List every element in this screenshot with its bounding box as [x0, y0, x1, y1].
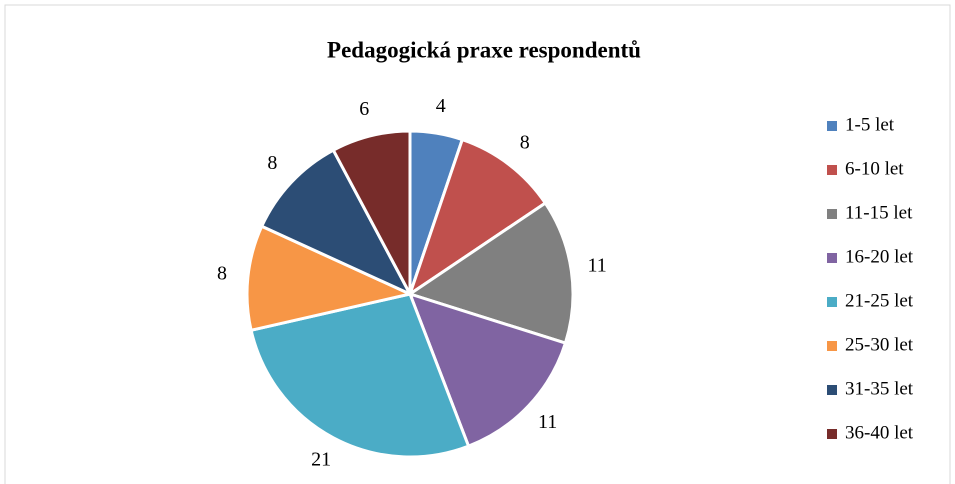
legend-swatch — [827, 341, 837, 351]
pie-slice — [407, 137, 548, 298]
pie-slice — [331, 129, 412, 295]
pie-slice — [259, 148, 414, 298]
legend-label: 21-25 let — [845, 290, 914, 311]
legend-swatch — [827, 429, 837, 439]
data-label: 8 — [217, 262, 227, 284]
legend-label: 11-15 let — [845, 202, 913, 223]
legend-label: 31-35 let — [845, 378, 914, 399]
legend-label: 36-40 let — [845, 422, 914, 443]
legend-label: 16-20 let — [845, 246, 914, 267]
chart-title: Pedagogická praxe respondentů — [327, 37, 641, 62]
legend-label: 6-10 let — [845, 158, 904, 179]
legend-swatch — [827, 209, 837, 219]
data-label: 8 — [267, 152, 277, 174]
legend-swatch — [827, 253, 837, 263]
data-label: 4 — [436, 95, 446, 117]
legend-swatch — [827, 385, 837, 395]
data-label: 21 — [311, 448, 331, 470]
legend-swatch — [827, 297, 837, 307]
pie-slice — [245, 224, 415, 333]
pie-slice — [249, 292, 471, 459]
pie-slice — [406, 201, 575, 345]
data-label: 6 — [359, 98, 369, 120]
pie-slice — [407, 291, 568, 449]
legend-swatch — [827, 121, 837, 131]
data-label: 11 — [538, 411, 557, 433]
legend-swatch — [827, 165, 837, 175]
data-label: 11 — [587, 255, 606, 277]
legend-label: 25-30 let — [845, 334, 914, 355]
data-label: 8 — [520, 131, 530, 153]
legend-label: 1-5 let — [845, 114, 895, 135]
